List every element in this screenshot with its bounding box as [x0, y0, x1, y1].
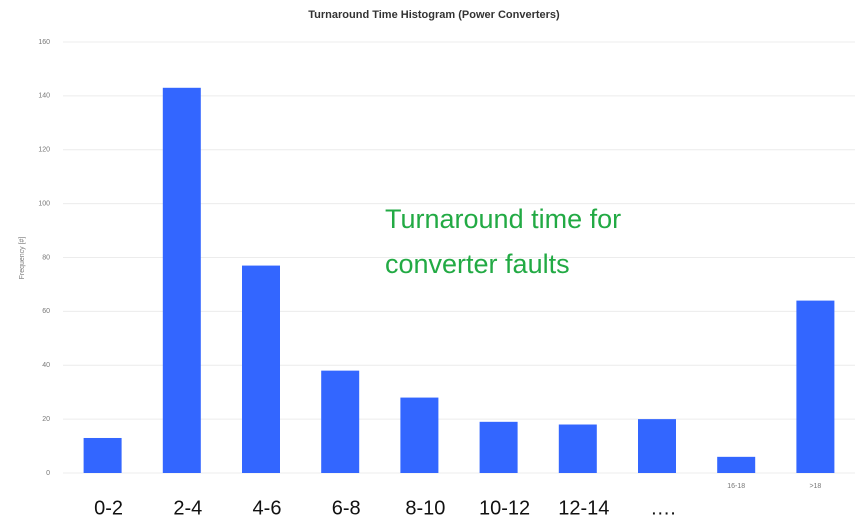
y-tick-label: 40 — [42, 362, 50, 369]
y-tick-label: 160 — [38, 39, 50, 46]
overlay-label: 10-12 — [479, 497, 530, 519]
y-tick-label: 120 — [38, 147, 50, 154]
bar — [558, 424, 597, 473]
annotation: Turnaround time for — [385, 204, 621, 234]
bar — [400, 397, 439, 473]
overlay-label: 8-10 — [405, 497, 445, 519]
y-tick-label: 140 — [38, 93, 50, 100]
bar — [638, 419, 676, 473]
overlay-label: 12-14 — [558, 497, 609, 519]
overlay-label: 2-4 — [173, 497, 202, 519]
y-axis-label: Frequency [#] — [19, 237, 26, 280]
bar — [796, 300, 835, 473]
overlay-label: 0-2 — [94, 497, 123, 519]
y-tick-label: 60 — [42, 308, 50, 315]
overlay-label: 4-6 — [253, 497, 282, 519]
annotation: converter faults — [385, 249, 570, 279]
bar — [242, 265, 280, 473]
y-tick-label: 80 — [42, 254, 50, 261]
y-tick-label: 100 — [38, 200, 50, 207]
y-tick-label: 20 — [42, 416, 50, 423]
bar — [83, 437, 122, 473]
bar — [321, 370, 360, 473]
bar — [479, 421, 518, 473]
bar — [162, 87, 201, 473]
y-tick-label: 0 — [46, 470, 50, 477]
bar — [717, 456, 756, 473]
overlay-label: …. — [650, 497, 676, 519]
x-tick-label: 16-18 — [727, 483, 745, 490]
overlay-label: 6-8 — [332, 497, 361, 519]
chart-title: Turnaround Time Histogram (Power Convert… — [308, 9, 560, 21]
x-tick-label: >18 — [809, 483, 821, 490]
